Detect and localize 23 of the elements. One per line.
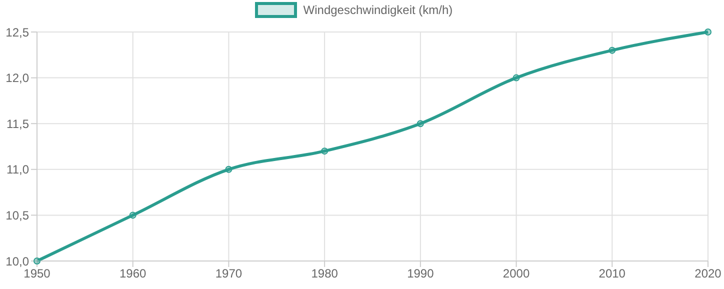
x-tick-label: 2000 bbox=[502, 266, 530, 281]
point bbox=[704, 28, 712, 36]
x-tick-label: 1980 bbox=[311, 266, 338, 281]
point bbox=[321, 148, 328, 155]
x-tick-label: 2010 bbox=[598, 266, 626, 281]
x-tick-label: 1950 bbox=[24, 266, 51, 281]
y-tick-label: 10,5 bbox=[6, 208, 30, 222]
legend-label: Windgeschwindigkeit (km/h) bbox=[303, 3, 453, 17]
x-tick-label: 1960 bbox=[120, 266, 147, 281]
x-tick-label: 1970 bbox=[215, 266, 242, 281]
y-tick-label: 10,0 bbox=[6, 254, 30, 268]
y-tick-label: 12,0 bbox=[6, 71, 30, 86]
y-tick-label: 11,0 bbox=[6, 162, 30, 177]
point bbox=[34, 258, 40, 264]
point bbox=[129, 212, 136, 219]
point bbox=[512, 74, 520, 82]
x-tick-label: 2020 bbox=[694, 266, 722, 281]
point bbox=[416, 120, 424, 128]
point bbox=[225, 166, 232, 173]
y-tick-label: 11,5 bbox=[6, 116, 30, 131]
point bbox=[608, 46, 616, 54]
y-tick-label: 12,5 bbox=[6, 25, 30, 40]
x-tick-label: 1990 bbox=[407, 266, 434, 281]
